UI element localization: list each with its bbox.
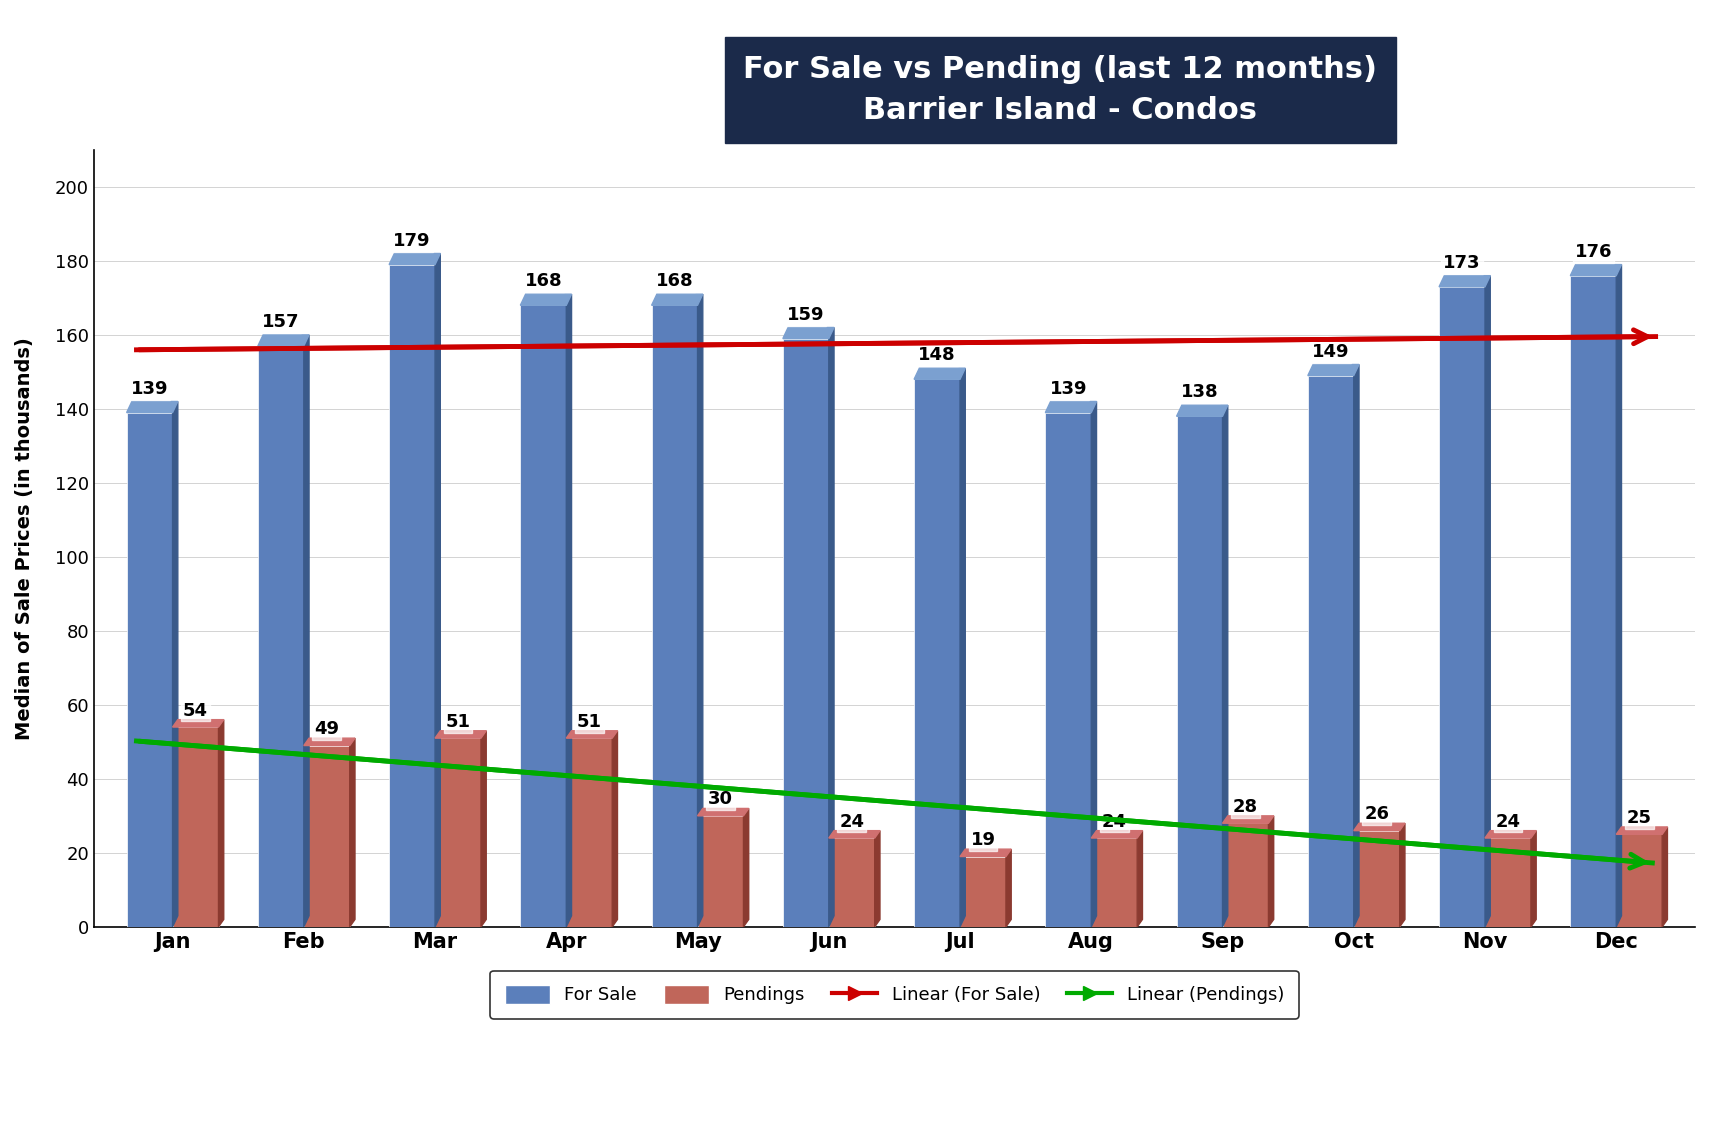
Text: 51: 51 [446, 713, 470, 731]
Text: 168: 168 [525, 272, 563, 290]
Text: 148: 148 [918, 346, 956, 364]
Text: 26: 26 [1365, 805, 1389, 823]
Bar [520, 306, 566, 927]
Text: 149: 149 [1312, 343, 1349, 361]
Polygon shape [127, 401, 178, 413]
Bar [258, 346, 304, 927]
Polygon shape [1308, 364, 1359, 375]
Polygon shape [829, 327, 834, 927]
Text: 24: 24 [1101, 813, 1127, 831]
Bar [390, 264, 434, 927]
Polygon shape [173, 719, 224, 727]
Bar [1440, 287, 1484, 927]
Polygon shape [1484, 275, 1489, 927]
Text: 159: 159 [787, 306, 824, 324]
Polygon shape [1091, 401, 1096, 927]
Text: 176: 176 [1575, 243, 1613, 261]
Bar [915, 379, 959, 927]
Polygon shape [304, 335, 310, 927]
Text: 30: 30 [708, 790, 734, 808]
Polygon shape [829, 831, 881, 839]
Bar [1308, 375, 1354, 927]
Polygon shape [1616, 264, 1621, 927]
Text: For Sale vs Pending (last 12 months)
Barrier Island - Condos: For Sale vs Pending (last 12 months) Bar… [744, 55, 1377, 125]
Polygon shape [1005, 849, 1011, 927]
Bar [173, 727, 219, 927]
Text: 25: 25 [1626, 809, 1652, 827]
Bar [698, 816, 744, 927]
Polygon shape [1223, 405, 1228, 927]
Polygon shape [520, 294, 571, 306]
Text: 28: 28 [1233, 798, 1259, 816]
Polygon shape [1223, 816, 1274, 823]
Polygon shape [434, 731, 486, 738]
Bar [304, 745, 351, 927]
Bar [1223, 823, 1269, 927]
Polygon shape [434, 254, 439, 927]
Polygon shape [783, 327, 834, 338]
Polygon shape [959, 849, 1011, 856]
Text: 168: 168 [655, 272, 693, 290]
Polygon shape [1570, 264, 1621, 275]
Text: 139: 139 [1050, 380, 1088, 398]
Bar [1570, 275, 1616, 927]
Polygon shape [698, 294, 703, 927]
Polygon shape [304, 738, 356, 745]
Polygon shape [1616, 827, 1667, 834]
Polygon shape [1354, 364, 1359, 927]
Bar [652, 306, 698, 927]
Polygon shape [1440, 275, 1489, 287]
Polygon shape [566, 731, 617, 738]
Bar [434, 738, 481, 927]
Polygon shape [1176, 405, 1228, 416]
Text: 157: 157 [262, 314, 299, 332]
Polygon shape [1400, 823, 1406, 927]
Bar [1354, 831, 1400, 927]
Polygon shape [351, 738, 356, 927]
Bar [566, 738, 612, 927]
Polygon shape [1045, 401, 1096, 413]
Polygon shape [1530, 831, 1536, 927]
Polygon shape [1269, 816, 1274, 927]
Polygon shape [959, 369, 964, 927]
Polygon shape [612, 731, 617, 927]
Legend: For Sale, Pendings, Linear (For Sale), Linear (Pendings): For Sale, Pendings, Linear (For Sale), L… [491, 971, 1298, 1018]
Text: 51: 51 [576, 713, 602, 731]
Text: 24: 24 [1496, 813, 1520, 831]
Polygon shape [173, 401, 178, 927]
Polygon shape [698, 808, 749, 816]
Text: 179: 179 [393, 232, 431, 250]
Polygon shape [219, 719, 224, 927]
Bar [1176, 416, 1223, 927]
Polygon shape [1354, 823, 1406, 831]
Bar [1045, 413, 1091, 927]
Bar [829, 839, 876, 927]
Y-axis label: Median of Sale Prices (in thousands): Median of Sale Prices (in thousands) [15, 337, 34, 740]
Polygon shape [1137, 831, 1142, 927]
Polygon shape [258, 335, 310, 346]
Text: 139: 139 [132, 380, 168, 398]
Polygon shape [566, 294, 571, 927]
Bar [127, 413, 173, 927]
Text: 19: 19 [971, 831, 995, 849]
Polygon shape [876, 831, 881, 927]
Polygon shape [390, 254, 439, 264]
Polygon shape [652, 294, 703, 306]
Text: 54: 54 [183, 701, 209, 719]
Text: 138: 138 [1180, 383, 1218, 401]
Text: 24: 24 [840, 813, 864, 831]
Polygon shape [744, 808, 749, 927]
Bar [1091, 839, 1137, 927]
Text: 49: 49 [315, 720, 339, 738]
Bar [1484, 839, 1530, 927]
Polygon shape [1484, 831, 1536, 839]
Bar [783, 338, 829, 927]
Text: 173: 173 [1443, 254, 1481, 272]
Polygon shape [481, 731, 486, 927]
Bar [1616, 834, 1662, 927]
Bar [959, 856, 1005, 927]
Polygon shape [915, 369, 964, 379]
Polygon shape [1662, 827, 1667, 927]
Polygon shape [1091, 831, 1142, 839]
